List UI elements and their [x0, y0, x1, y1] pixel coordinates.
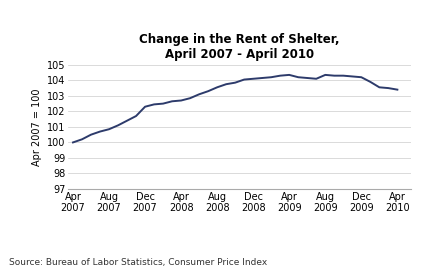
Y-axis label: Apr 2007 = 100: Apr 2007 = 100 — [32, 88, 42, 166]
Title: Change in the Rent of Shelter,
April 2007 - April 2010: Change in the Rent of Shelter, April 200… — [140, 33, 340, 61]
Text: Source: Bureau of Labor Statistics, Consumer Price Index: Source: Bureau of Labor Statistics, Cons… — [9, 258, 267, 267]
